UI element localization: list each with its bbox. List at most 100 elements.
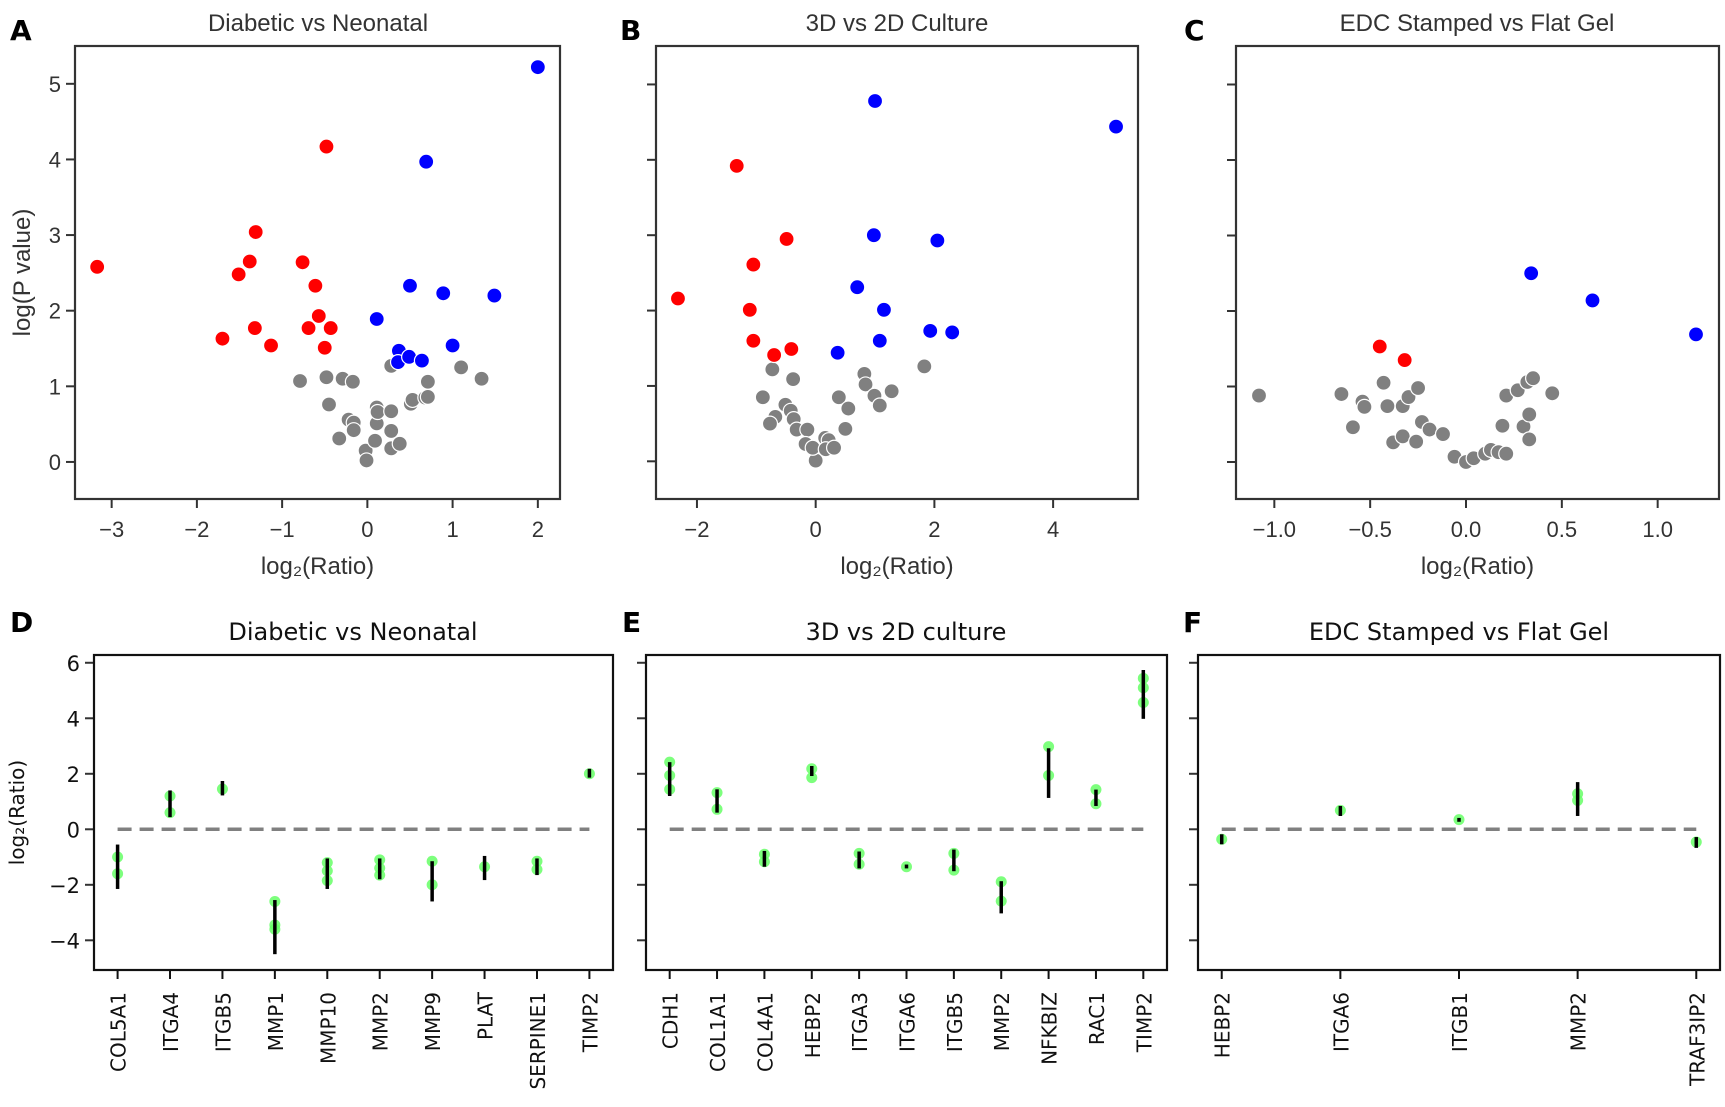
- category-mmp2: [995, 876, 1007, 914]
- data-point: [318, 138, 335, 155]
- data-point: [345, 422, 362, 439]
- data-point: [247, 223, 264, 241]
- x-tick-label: ITGA6: [1329, 992, 1353, 1052]
- x-tick-label: COL4A1: [753, 992, 777, 1072]
- panel-letter: C: [1184, 14, 1205, 47]
- data-point: [262, 337, 280, 354]
- data-point: [1409, 379, 1427, 397]
- data-point: [369, 403, 386, 421]
- series-0: [291, 357, 490, 469]
- data-point: [294, 254, 311, 271]
- category-hebp2: [806, 763, 818, 784]
- category-itgb1: [1453, 814, 1465, 826]
- x-tick-label: 2: [532, 517, 544, 542]
- series-2: [829, 92, 1125, 361]
- panel-title: Diabetic vs Neonatal: [208, 10, 428, 37]
- data-point: [806, 772, 818, 784]
- panel-letter: D: [10, 606, 33, 639]
- x-axis-label: log₂(Ratio): [840, 553, 953, 580]
- x-tick-label: COL1A1: [706, 992, 730, 1072]
- x-tick-label: ITGA4: [159, 992, 183, 1052]
- data-point: [307, 277, 324, 294]
- data-point: [1371, 338, 1388, 355]
- data-point: [883, 383, 900, 400]
- series-1: [1371, 338, 1413, 369]
- data-point: [669, 290, 687, 307]
- x-tick-label: ITGA6: [896, 992, 920, 1052]
- data-point: [89, 258, 106, 275]
- y-tick-label: 4: [49, 147, 61, 172]
- x-tick-label: ITGB1: [1448, 992, 1472, 1052]
- data-point: [829, 344, 846, 361]
- y-tick-label: 6: [67, 652, 80, 676]
- data-point: [871, 397, 888, 414]
- data-point: [783, 340, 800, 358]
- category-mmp2: [1572, 782, 1584, 816]
- panel-title: EDC Stamped vs Flat Gel: [1340, 10, 1615, 37]
- x-tick-label: −1.0: [1253, 517, 1296, 542]
- y-tick-label: −2: [49, 874, 80, 898]
- data-point: [1250, 387, 1268, 404]
- panel-f: F EDC Stamped vs Flat Gel HEBP2 ITGA6 ITGB1 M…: [1183, 606, 1722, 1087]
- data-point: [866, 92, 884, 110]
- category-mmp1: [269, 895, 281, 955]
- data-point: [444, 337, 461, 354]
- data-point: [865, 227, 882, 244]
- category-timp2: [1137, 669, 1149, 719]
- data-point: [1434, 425, 1452, 443]
- data-point: [799, 421, 816, 438]
- x-tick-label: 0.0: [1451, 517, 1482, 542]
- category-mmp10: [321, 857, 333, 889]
- series-1: [89, 138, 339, 356]
- data-point: [300, 319, 317, 337]
- panel-letter: F: [1183, 606, 1202, 639]
- data-point: [1421, 421, 1438, 438]
- series-2: [368, 59, 546, 371]
- x-tick-label: 1: [446, 517, 458, 542]
- data-point: [322, 319, 339, 337]
- x-tick-label: PLAT: [474, 991, 498, 1040]
- panel-e: E 3D vs 2D culture CDH1 COL1A1 COL4A1 HEBP2 IT…: [622, 606, 1169, 1072]
- data-point: [728, 157, 745, 174]
- panel-title: 3D vs 2D Culture: [806, 10, 989, 37]
- plot-frame: [92, 653, 615, 972]
- data-point: [1523, 265, 1540, 282]
- x-tick-label: HEBP2: [1211, 992, 1235, 1058]
- plot-frame: [73, 44, 562, 501]
- data-point: [754, 389, 771, 406]
- data-point: [1394, 428, 1411, 445]
- category-mmp9: [426, 855, 438, 902]
- category-itga6: [901, 861, 912, 873]
- data-point: [1524, 370, 1542, 387]
- data-point: [745, 332, 762, 349]
- data-point: [840, 400, 857, 417]
- x-tick-label: SERPINE1: [526, 992, 550, 1090]
- y-tick-label: 1: [49, 374, 61, 399]
- x-tick-label: HEBP2: [801, 992, 825, 1058]
- x-tick-label: ITGA3: [848, 992, 872, 1052]
- y-tick-label: 0: [49, 450, 61, 475]
- data-point: [741, 301, 758, 318]
- x-axis-label: log₂(Ratio): [1421, 553, 1534, 580]
- data-point: [778, 230, 795, 248]
- data-point: [1379, 398, 1396, 415]
- data-point: [871, 332, 888, 349]
- plot-frame: [1196, 653, 1722, 972]
- x-tick-label: −3: [99, 517, 124, 542]
- category-hebp2: [1216, 833, 1228, 845]
- category-col4a1: [758, 848, 770, 868]
- panel-letter: B: [620, 14, 641, 47]
- data-point: [419, 373, 436, 390]
- y-tick-label: 0: [67, 818, 80, 842]
- data-point: [944, 324, 961, 341]
- y-tick-label: −4: [49, 929, 80, 953]
- panel-a: A Diabetic vs Neonatal 0 1 2 3 4 5 −3 −2 −1 0 1 2 log₂…: [9, 10, 562, 580]
- data-point: [368, 310, 385, 328]
- data-point: [413, 352, 431, 369]
- y-axis-label: log₂(Ratio): [5, 760, 29, 865]
- data-point: [1375, 374, 1392, 391]
- x-tick-label: MMP2: [990, 992, 1014, 1051]
- x-tick-label: −2: [184, 517, 209, 542]
- category-plat: [479, 855, 491, 881]
- panel-title: EDC Stamped vs Flat Gel: [1309, 618, 1609, 646]
